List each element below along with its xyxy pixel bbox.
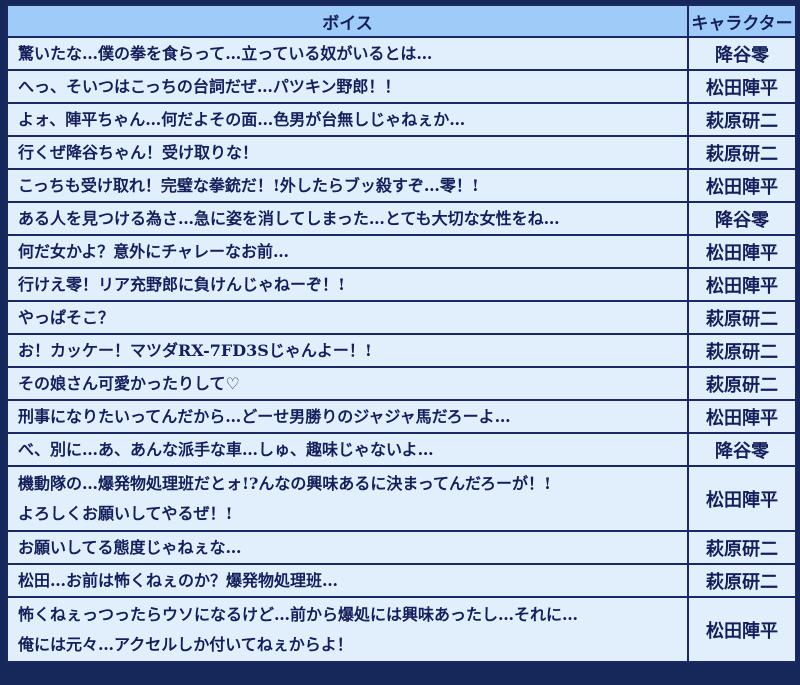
character-cell: 降谷零 (687, 201, 797, 236)
voice-line: 行くぜ降谷ちゃん！受け取りな！ (18, 142, 259, 162)
table-row: よォ、陣平ちゃん…何だよその面…色男が台無しじゃねぇか… 萩原研二 (6, 102, 797, 137)
voice-line: へっ、そいつはこっちの台詞だぜ…パツキン野郎！！ (18, 76, 401, 96)
table-row: お願いしてる態度じゃねぇな… 萩原研二 (6, 530, 797, 565)
voice-line: 松田…お前は怖くねぇのか？爆発物処理班… (18, 570, 339, 590)
character-cell: 松田陣平 (687, 234, 797, 269)
character-cell: 萩原研二 (687, 300, 797, 335)
voice-line: こっちも受け取れ！完璧な拳銃だ！!外したらブッ殺すぞ…零！! (18, 175, 479, 195)
character-cell: 萩原研二 (687, 333, 797, 368)
character-cell: 降谷零 (687, 432, 797, 467)
header-character: キャラクター (687, 4, 797, 38)
character-cell: 萩原研二 (687, 102, 797, 137)
voice-cell: お願いしてる態度じゃねぇな… (6, 530, 689, 565)
voice-line: よろしくお願いしてやるぜ！! (18, 503, 233, 523)
voice-line: べ、別に…あ、あんな派手な車…しゅ、趣味じゃないよ… (18, 439, 434, 459)
character-cell: 萩原研二 (687, 530, 797, 565)
voice-cell: 松田…お前は怖くねぇのか？爆発物処理班… (6, 563, 689, 598)
voice-cell: 驚いたな…僕の拳を食らって…立っている奴がいるとは… (6, 36, 689, 71)
header-row: ボイス キャラクター (6, 4, 797, 38)
voice-cell: 刑事になりたいってんだから…どーせ男勝りのジャジャ馬だろーよ… (6, 399, 689, 434)
character-cell: 萩原研二 (687, 366, 797, 401)
voice-cell: こっちも受け取れ！完璧な拳銃だ！!外したらブッ殺すぞ…零！! (6, 168, 689, 203)
voice-cell: 何だ女かよ？意外にチャレーなお前… (6, 234, 689, 269)
character-cell: 松田陣平 (687, 399, 797, 434)
table-row: 驚いたな…僕の拳を食らって…立っている奴がいるとは… 降谷零 (6, 36, 797, 71)
table-row: 行けえ零！リア充野郎に負けんじゃねーぞ！! 松田陣平 (6, 267, 797, 302)
voice-line: よォ、陣平ちゃん…何だよその面…色男が台無しじゃねぇか… (18, 109, 466, 129)
character-cell: 萩原研二 (687, 135, 797, 170)
character-cell: 松田陣平 (687, 465, 797, 532)
voice-cell: よォ、陣平ちゃん…何だよその面…色男が台無しじゃねぇか… (6, 102, 689, 137)
voice-cell: 行くぜ降谷ちゃん！受け取りな！ (6, 135, 689, 170)
table-row: やっぱそこ？ 萩原研二 (6, 300, 797, 335)
table-row: へっ、そいつはこっちの台詞だぜ…パツキン野郎！！ 松田陣平 (6, 69, 797, 104)
voice-cell: 怖くねぇっつったらウソになるけど…前から爆処には興味あったし…それに… 俺には元々… (6, 596, 689, 663)
voice-table: ボイス キャラクター 驚いたな…僕の拳を食らって…立っている奴がいるとは… 降谷零… (6, 4, 797, 663)
table-row: 刑事になりたいってんだから…どーせ男勝りのジャジャ馬だろーよ… 松田陣平 (6, 399, 797, 434)
voice-line: 刑事になりたいってんだから…どーせ男勝りのジャジャ馬だろーよ… (18, 406, 511, 426)
voice-cell: やっぱそこ？ (6, 300, 689, 335)
character-cell: 降谷零 (687, 36, 797, 71)
voice-cell: お！カッケー！マツダRX-7FD3Sじゃんよー！! (6, 333, 689, 368)
voice-line: 俺には元々…アクセルしか付いてねぇからよ！ (18, 634, 353, 654)
header-voice: ボイス (6, 4, 689, 38)
voice-line: お！カッケー！マツダRX-7FD3Sじゃんよー！! (18, 340, 372, 360)
character-cell: 松田陣平 (687, 69, 797, 104)
voice-line: 怖くねぇっつったらウソになるけど…前から爆処には興味あったし…それに… (18, 604, 579, 624)
voice-line: 何だ女かよ？意外にチャレーなお前… (18, 241, 290, 261)
voice-cell: 行けえ零！リア充野郎に負けんじゃねーぞ！! (6, 267, 689, 302)
table-row: 何だ女かよ？意外にチャレーなお前… 松田陣平 (6, 234, 797, 269)
character-cell: 松田陣平 (687, 267, 797, 302)
table-row: こっちも受け取れ！完璧な拳銃だ！!外したらブッ殺すぞ…零！! 松田陣平 (6, 168, 797, 203)
voice-cell: べ、別に…あ、あんな派手な車…しゅ、趣味じゃないよ… (6, 432, 689, 467)
voice-cell: ある人を見つける為さ…急に姿を消してしまった…とても大切な女性をね… (6, 201, 689, 236)
table-row: べ、別に…あ、あんな派手な車…しゅ、趣味じゃないよ… 降谷零 (6, 432, 797, 467)
voice-cell: へっ、そいつはこっちの台詞だぜ…パツキン野郎！！ (6, 69, 689, 104)
table-row: ある人を見つける為さ…急に姿を消してしまった…とても大切な女性をね… 降谷零 (6, 201, 797, 236)
voice-cell: その娘さん可愛かったりして♡ (6, 366, 689, 401)
table-row: 怖くねぇっつったらウソになるけど…前から爆処には興味あったし…それに… 俺には元々… (6, 596, 797, 663)
voice-line: ある人を見つける為さ…急に姿を消してしまった…とても大切な女性をね… (18, 208, 560, 228)
table-row: 松田…お前は怖くねぇのか？爆発物処理班… 萩原研二 (6, 563, 797, 598)
voice-line: その娘さん可愛かったりして♡ (18, 373, 240, 393)
table-row: お！カッケー！マツダRX-7FD3Sじゃんよー！! 萩原研二 (6, 333, 797, 368)
table-row: 機動隊の…爆発物処理班だとォ!?んなの興味あるに決まってんだろーが！! よろしくお… (6, 465, 797, 532)
voice-line: 驚いたな…僕の拳を食らって…立っている奴がいるとは… (18, 43, 433, 63)
table-row: その娘さん可愛かったりして♡ 萩原研二 (6, 366, 797, 401)
voice-line: 行けえ零！リア充野郎に負けんじゃねーぞ！! (18, 274, 346, 294)
voice-cell: 機動隊の…爆発物処理班だとォ!?んなの興味あるに決まってんだろーが！! よろしくお… (6, 465, 689, 532)
voice-line: やっぱそこ？ (18, 307, 115, 327)
character-cell: 松田陣平 (687, 596, 797, 663)
table-row: 行くぜ降谷ちゃん！受け取りな！ 萩原研二 (6, 135, 797, 170)
voice-line: お願いしてる態度じゃねぇな… (18, 537, 242, 557)
character-cell: 松田陣平 (687, 168, 797, 203)
character-cell: 萩原研二 (687, 563, 797, 598)
voice-line: 機動隊の…爆発物処理班だとォ!?んなの興味あるに決まってんだろーが！! (18, 473, 552, 493)
